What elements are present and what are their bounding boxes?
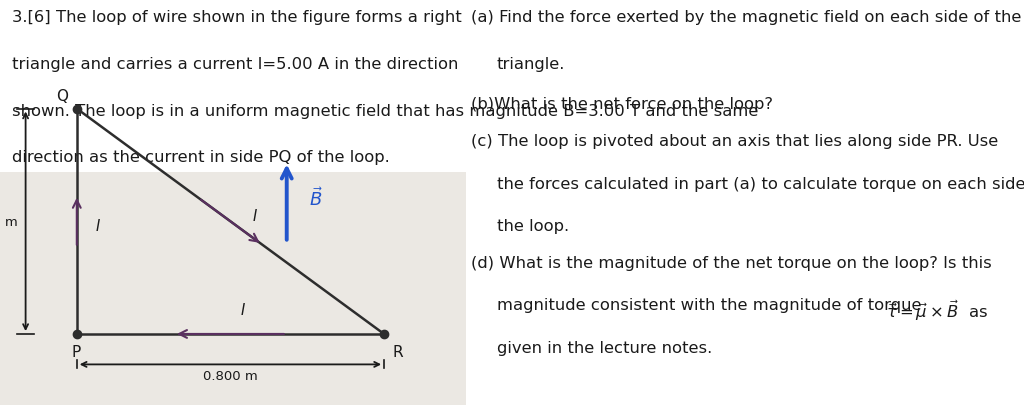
- Text: $\vec{B}$: $\vec{B}$: [309, 187, 324, 210]
- Text: (c) The loop is pivoted about an axis that lies along side PR. Use: (c) The loop is pivoted about an axis th…: [471, 134, 998, 149]
- FancyBboxPatch shape: [0, 172, 466, 405]
- Text: Q: Q: [56, 88, 69, 103]
- Text: triangle.: triangle.: [497, 57, 565, 72]
- Text: 0.800 m: 0.800 m: [203, 369, 258, 382]
- Text: (b)What is the net force on the loop?: (b)What is the net force on the loop?: [471, 97, 773, 112]
- Text: given in the lecture notes.: given in the lecture notes.: [497, 340, 712, 355]
- Text: P: P: [72, 344, 81, 359]
- Text: 0.600 m: 0.600 m: [0, 215, 17, 228]
- Text: $\vec{\tau} = \vec{\mu}\times\vec{B}$  as: $\vec{\tau} = \vec{\mu}\times\vec{B}$ as: [886, 298, 988, 322]
- Text: R: R: [392, 344, 402, 359]
- Text: (a) Find the force exerted by the magnetic field on each side of the: (a) Find the force exerted by the magnet…: [471, 10, 1021, 25]
- Text: the loop.: the loop.: [497, 219, 568, 234]
- Text: (d) What is the magnitude of the net torque on the loop? Is this: (d) What is the magnitude of the net tor…: [471, 255, 992, 270]
- Text: triangle and carries a current I=5.00 A in the direction: triangle and carries a current I=5.00 A …: [12, 57, 459, 72]
- Text: I: I: [241, 302, 245, 317]
- Text: magnitude consistent with the magnitude of torque: magnitude consistent with the magnitude …: [497, 298, 922, 313]
- Text: I: I: [95, 218, 99, 233]
- Text: shown. The loop is in a uniform magnetic field that has magnitude B=3.00 T and t: shown. The loop is in a uniform magnetic…: [12, 103, 759, 118]
- Text: the forces calculated in part (a) to calculate torque on each side of: the forces calculated in part (a) to cal…: [497, 176, 1024, 191]
- Text: direction as the current in side PQ of the loop.: direction as the current in side PQ of t…: [12, 150, 390, 165]
- Text: I: I: [253, 208, 257, 223]
- Text: 3.[6] The loop of wire shown in the figure forms a right: 3.[6] The loop of wire shown in the figu…: [12, 10, 462, 25]
